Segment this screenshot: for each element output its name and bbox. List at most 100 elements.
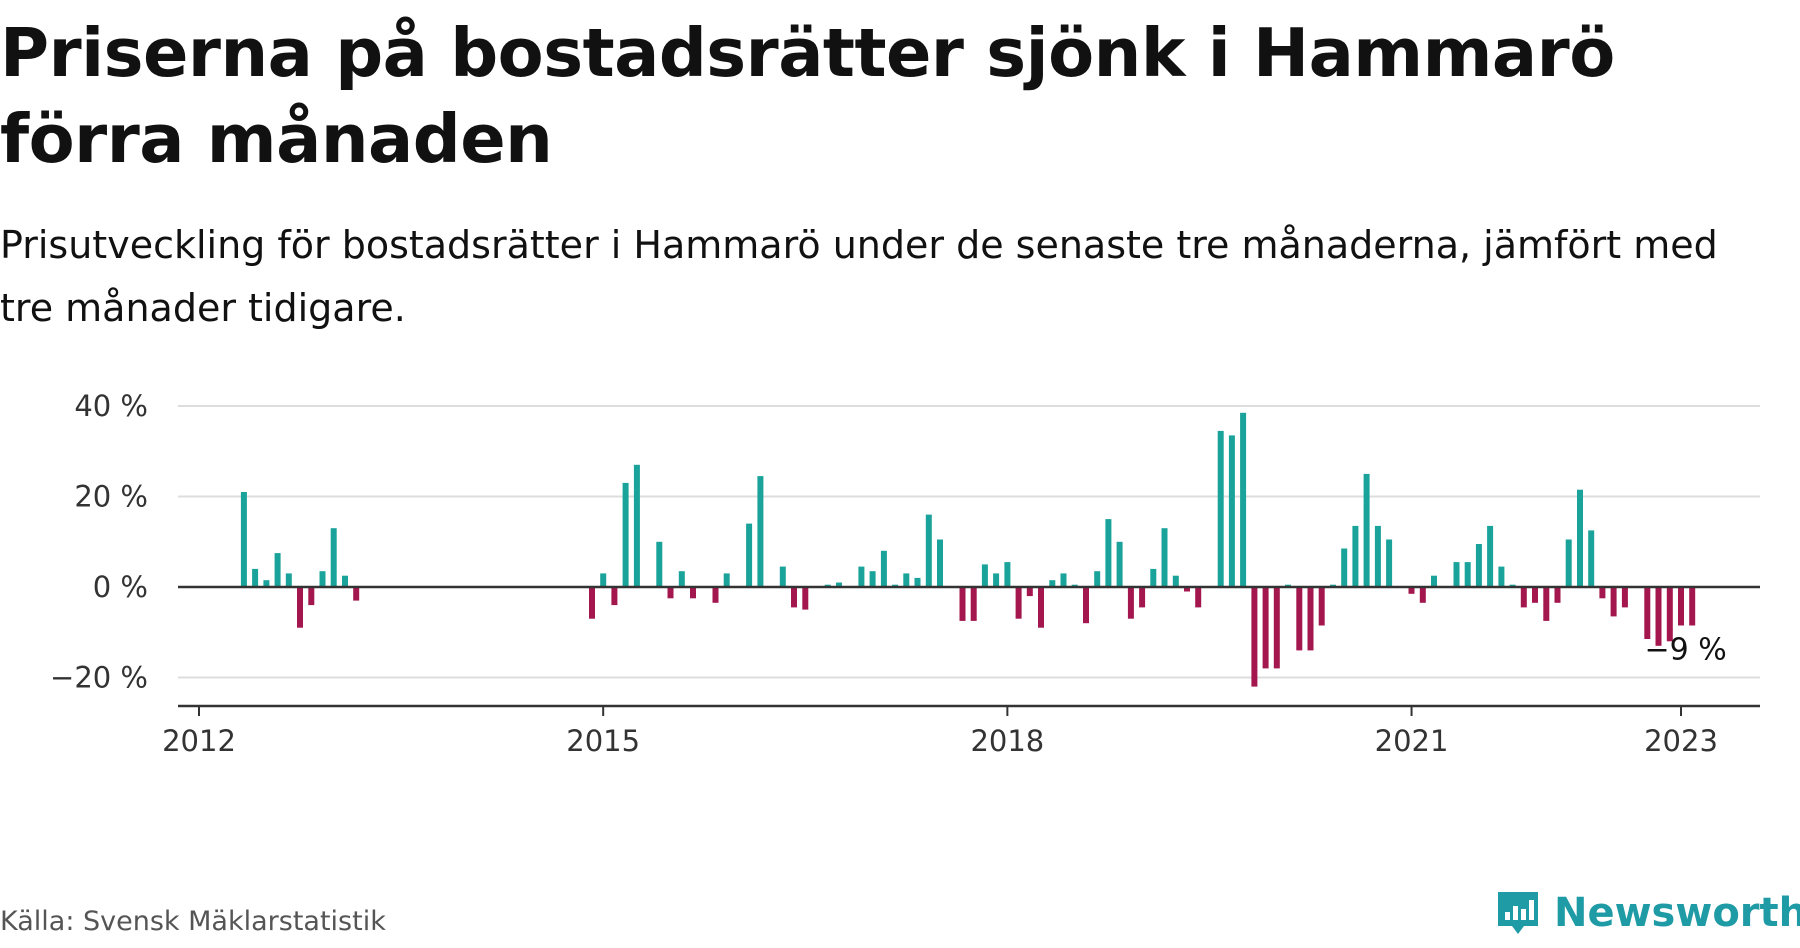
bar [1026,587,1033,597]
bar [1038,587,1044,628]
bar [1621,587,1628,608]
bar [903,573,910,587]
bar [1498,566,1505,587]
bar [1431,575,1437,587]
bar [746,523,753,587]
bar [914,577,921,587]
bar [1588,530,1595,587]
bar [1453,562,1460,587]
bar [1094,571,1101,587]
bar [622,482,629,587]
bar [836,582,842,587]
bar [1341,548,1348,587]
brand-name: Newsworthy [1554,890,1800,936]
bars [240,412,1696,687]
grid-lines [178,405,1760,679]
bar [1083,587,1089,624]
x-tick-label: 2021 [1375,724,1449,758]
bar [779,566,786,587]
bar [1004,562,1011,587]
bar [858,566,865,587]
bar [1240,412,1247,587]
bar [319,571,326,587]
bar [1195,587,1202,608]
bar [589,587,595,619]
bar [1105,519,1112,587]
bar [1139,587,1146,608]
x-tick-label: 2023 [1644,724,1718,758]
chart-subtitle: Prisutveckling för bostadsrätter i Hamma… [0,223,1718,330]
bar [308,587,315,606]
bar [1487,525,1494,587]
bar [1307,587,1314,651]
bar [1228,435,1235,587]
bar [633,464,640,587]
bar [869,571,876,587]
bar [353,587,360,601]
y-tick-label: 20 % [74,480,148,514]
bar [1150,568,1157,587]
bar [342,575,348,587]
bar [1678,587,1684,626]
bar [723,573,730,587]
y-tick-label: 0 % [93,570,148,604]
bar [1689,587,1696,626]
y-axis-labels: 40 % 20 % 0 % −20 % [50,389,148,695]
bar [297,587,303,628]
bar [263,580,270,587]
bar [1554,587,1561,603]
x-axis-labels: 2012 2015 2018 2021 2023 [162,724,1718,758]
bar [240,492,247,587]
bar [1049,580,1056,587]
bar [802,587,809,610]
bar [1217,430,1224,587]
x-tick-label: 2012 [162,724,236,758]
bar [1060,573,1067,587]
x-tick-label: 2015 [566,724,640,758]
bar [1015,587,1022,619]
y-tick-label: 40 % [74,389,148,423]
bar [667,587,674,599]
bar [1532,587,1538,603]
bar [925,514,932,587]
bar [1127,587,1134,619]
source-note: Källa: Svensk Mäklarstatistik [0,906,386,937]
annotation: −9 % [1645,632,1727,667]
bar [959,587,966,621]
bar [757,476,764,587]
bar [1262,587,1269,669]
data-label-latest: −9 % [1645,632,1727,667]
y-tick-label: −20 % [50,661,148,695]
bar [1644,587,1651,639]
bar [1408,587,1415,594]
newsworthy-logo: Newsworthy [1494,888,1800,938]
bar [1374,525,1381,587]
bar [993,573,1000,587]
chart-title: Priserna på bostadsrätter sjönk i Hammar… [0,14,1615,178]
bar [611,587,618,606]
bar [330,528,337,587]
bar [678,571,685,587]
bar [1318,587,1325,626]
bar [1599,587,1606,599]
bar [690,587,696,599]
bar [1352,525,1359,587]
bar [1386,539,1393,587]
bar [1610,587,1617,617]
bar-chart: 40 % 20 % 0 % −20 % 2012 2015 2018 2021 2023 −9… [50,389,1760,758]
x-tick-label: 2018 [970,724,1044,758]
bar [1273,587,1280,669]
bar [252,568,259,587]
bar [600,573,607,587]
bar [1464,562,1471,587]
axes [178,585,1760,716]
bar [880,550,887,587]
bar [274,553,281,587]
bar [1419,587,1426,603]
bar [1543,587,1550,621]
bar [981,564,988,587]
newsworthy-logo-icon [1498,892,1538,934]
bar [1666,587,1673,642]
bar [1363,473,1370,587]
bar [1172,575,1179,587]
